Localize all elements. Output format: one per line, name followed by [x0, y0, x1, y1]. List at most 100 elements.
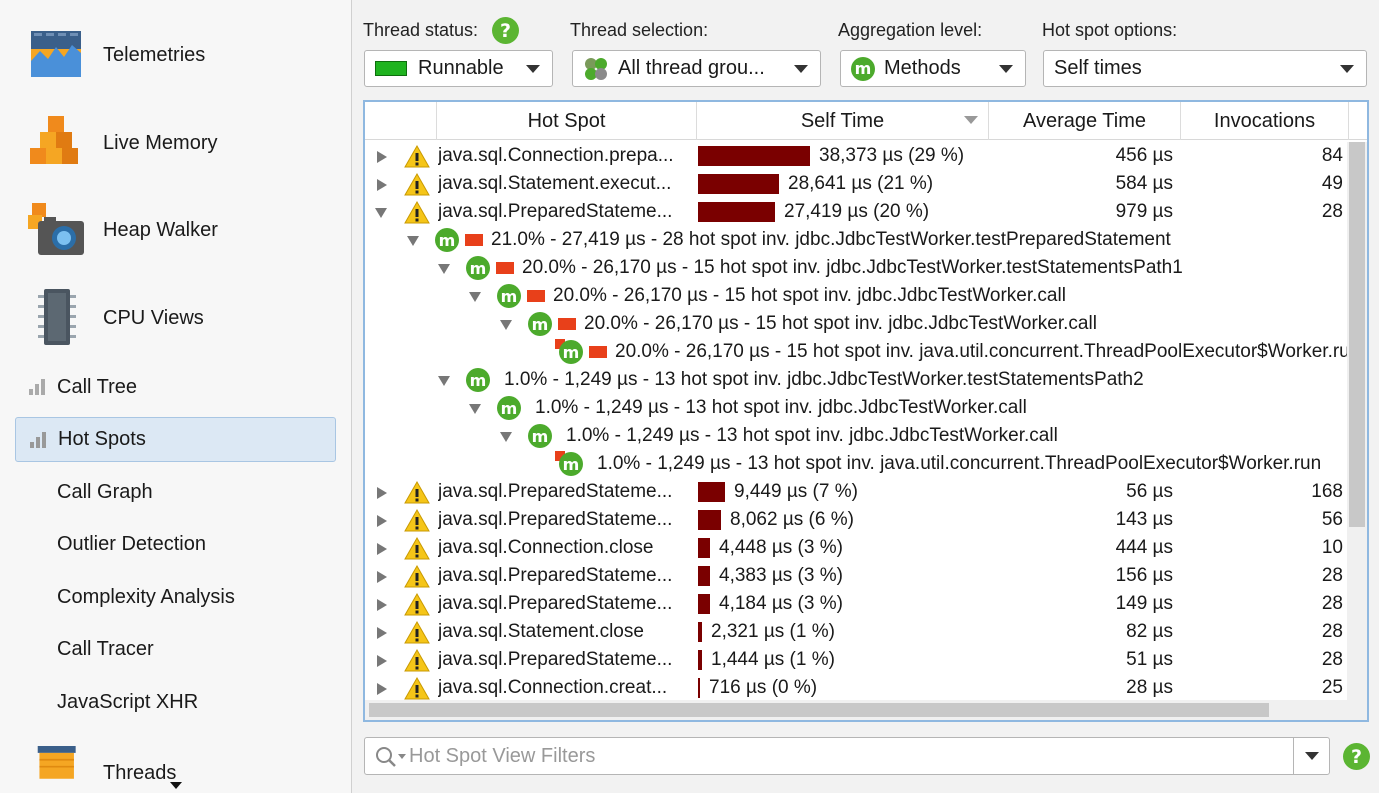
thread-status-combo[interactable]: Runnable [364, 50, 553, 87]
backtrace-row[interactable]: m 1.0% - 1,249 µs - 13 hot spot inv. jdbc… [365, 422, 1347, 450]
aggregation-level-combo[interactable]: m Methods [840, 50, 1026, 87]
column-header-label: Hot Spot [527, 109, 606, 132]
average-time-value: 51 µs [1126, 649, 1173, 670]
sidebar-item-live-memory[interactable]: Live Memory [0, 103, 351, 183]
hotspot-row[interactable]: java.sql.PreparedStateme... 4,184 µs (3 %… [365, 590, 1347, 618]
backtrace-row[interactable]: m 20.0% - 26,170 µs - 15 hot spot inv. jd… [365, 282, 1347, 310]
self-time-bar [698, 510, 721, 530]
expand-triangle-down-icon[interactable] [375, 208, 387, 218]
average-time-value: 82 µs [1126, 621, 1173, 642]
hotspot-row[interactable]: java.sql.PreparedStateme... 27,419 µs (20… [365, 198, 1347, 226]
sidebar-item-call-tree[interactable]: Call Tree [15, 365, 336, 410]
self-time-value: 4,184 µs (3 %) [719, 593, 843, 614]
method-icon: m [497, 396, 521, 420]
expand-triangle-down-icon[interactable] [500, 320, 512, 330]
invocations-value: 84 [1321, 145, 1343, 166]
sidebar-item-label: Threads [103, 762, 177, 784]
column-header-self-time[interactable]: Self Time [697, 102, 989, 140]
bar-chart-icon [29, 379, 45, 395]
sort-descending-icon [964, 116, 978, 124]
chevron-down-icon [526, 65, 540, 73]
backtrace-text: 1.0% - 1,249 µs - 13 hot spot inv. jdbc.… [504, 369, 1144, 390]
expand-triangle-down-icon[interactable] [407, 236, 419, 246]
invocations-value: 10 [1321, 537, 1343, 558]
hotspot-table: Hot Spot Self Time Average Time Invocati… [363, 100, 1369, 722]
horizontal-scrollbar[interactable] [365, 700, 1367, 720]
thread-status-label: Thread status: [363, 20, 479, 40]
backtrace-row[interactable]: m 20.0% - 26,170 µs - 15 hot spot inv. ja… [365, 338, 1347, 366]
hotspot-row[interactable]: java.sql.PreparedStateme... 8,062 µs (6 %… [365, 506, 1347, 534]
method-icon: m [559, 452, 583, 476]
column-header-invocations[interactable]: Invocations [1181, 102, 1349, 140]
expand-triangle-right-icon[interactable] [377, 515, 387, 527]
hotspot-row[interactable]: java.sql.Connection.prepa... 38,373 µs (2… [365, 142, 1347, 170]
hotspot-row[interactable]: java.sql.Statement.close 2,321 µs (1 %) 82… [365, 618, 1347, 646]
sidebar-item-telemetries[interactable]: Telemetries [0, 15, 351, 95]
backtrace-text: 1.0% - 1,249 µs - 13 hot spot inv. jdbc.… [566, 425, 1058, 446]
self-time-value: 27,419 µs (20 %) [784, 201, 930, 222]
sidebar-item-label: Heap Walker [103, 218, 218, 241]
expand-triangle-right-icon[interactable] [377, 683, 387, 695]
vertical-scrollbar[interactable] [1347, 142, 1367, 702]
search-icon[interactable] [374, 745, 408, 769]
filter-help-icon[interactable]: ? [1343, 743, 1370, 770]
sidebar-item-outlier-detection[interactable]: Outlier Detection [15, 522, 336, 567]
expand-triangle-down-icon[interactable] [469, 292, 481, 302]
sidebar-item-complexity-analysis[interactable]: Complexity Analysis [15, 575, 336, 620]
percentage-bar [527, 290, 545, 302]
hotspot-row[interactable]: java.sql.Connection.close 4,448 µs (3 %) 4… [365, 534, 1347, 562]
column-header-average-time[interactable]: Average Time [989, 102, 1181, 140]
hotspot-method-name: java.sql.PreparedStateme... [438, 481, 673, 502]
sidebar-item-call-graph[interactable]: Call Graph [15, 470, 336, 515]
expand-triangle-down-icon[interactable] [438, 264, 450, 274]
invocations-value: 28 [1321, 621, 1343, 642]
sidebar-item-label: Telemetries [103, 43, 206, 66]
expand-triangle-right-icon[interactable] [377, 179, 387, 191]
expand-triangle-right-icon[interactable] [377, 571, 387, 583]
horizontal-scroll-thumb[interactable] [369, 703, 1269, 717]
sidebar-item-heap-walker[interactable]: Heap Walker [0, 190, 351, 270]
backtrace-row[interactable]: m 1.0% - 1,249 µs - 13 hot spot inv. jdbc… [365, 366, 1347, 394]
expand-triangle-down-icon[interactable] [500, 432, 512, 442]
expand-triangle-right-icon[interactable] [377, 543, 387, 555]
help-icon[interactable]: ? [492, 17, 519, 44]
backtrace-row[interactable]: m 20.0% - 26,170 µs - 15 hot spot inv. jd… [365, 254, 1347, 282]
sidebar-item-hot-spots[interactable]: Hot Spots [15, 417, 336, 462]
backtrace-row[interactable]: m 1.0% - 1,249 µs - 13 hot spot inv. java… [365, 450, 1347, 478]
hotspot-row[interactable]: java.sql.Statement.execut... 28,641 µs (2… [365, 170, 1347, 198]
expand-triangle-down-icon[interactable] [469, 404, 481, 414]
average-time-value: 149 µs [1115, 593, 1173, 614]
filter-dropdown-button[interactable] [1293, 738, 1329, 774]
expand-triangle-right-icon[interactable] [377, 151, 387, 163]
backtrace-row[interactable]: m 21.0% - 27,419 µs - 28 hot spot inv. jd… [365, 226, 1347, 254]
sidebar-item-cpu-views[interactable]: CPU Views [0, 278, 351, 358]
method-icon: m [497, 284, 521, 308]
expand-triangle-right-icon[interactable] [377, 627, 387, 639]
sidebar-item-javascript-xhr[interactable]: JavaScript XHR [15, 680, 336, 725]
backtrace-text: 1.0% - 1,249 µs - 13 hot spot inv. jdbc.… [535, 397, 1027, 418]
column-header-hot-spot[interactable]: Hot Spot [437, 102, 697, 140]
thread-selection-combo[interactable]: All thread grou... [572, 50, 821, 87]
sidebar-scroll-down-icon[interactable] [170, 782, 182, 789]
backtrace-row[interactable]: m 20.0% - 26,170 µs - 15 hot spot inv. jd… [365, 310, 1347, 338]
backtrace-row[interactable]: m 1.0% - 1,249 µs - 13 hot spot inv. jdbc… [365, 394, 1347, 422]
invocations-value: 56 [1321, 509, 1343, 530]
hotspot-row[interactable]: java.sql.Connection.creat... 716 µs (0 %)… [365, 674, 1347, 702]
vertical-scroll-thumb[interactable] [1349, 142, 1365, 527]
hotspot-row[interactable]: java.sql.PreparedStateme... 1,444 µs (1 %… [365, 646, 1347, 674]
hotspot-filter-input[interactable] [409, 742, 1289, 770]
hotspot-row[interactable]: java.sql.PreparedStateme... 9,449 µs (7 %… [365, 478, 1347, 506]
sidebar-item-call-tracer[interactable]: Call Tracer [15, 627, 336, 672]
cpu-views-icon [38, 289, 76, 345]
hotspot-options-combo[interactable]: Self times [1043, 50, 1367, 87]
expand-triangle-right-icon[interactable] [377, 655, 387, 667]
average-time-value: 979 µs [1115, 201, 1173, 222]
chevron-down-icon [1340, 65, 1354, 73]
expand-triangle-right-icon[interactable] [377, 487, 387, 499]
sidebar-item-label: Call Graph [57, 481, 153, 503]
hotspot-row[interactable]: java.sql.PreparedStateme... 4,383 µs (3 %… [365, 562, 1347, 590]
sidebar-item-threads[interactable]: Threads [0, 740, 351, 793]
expand-triangle-right-icon[interactable] [377, 599, 387, 611]
hotspot-method-name: java.sql.Statement.execut... [438, 173, 672, 194]
expand-triangle-down-icon[interactable] [438, 376, 450, 386]
